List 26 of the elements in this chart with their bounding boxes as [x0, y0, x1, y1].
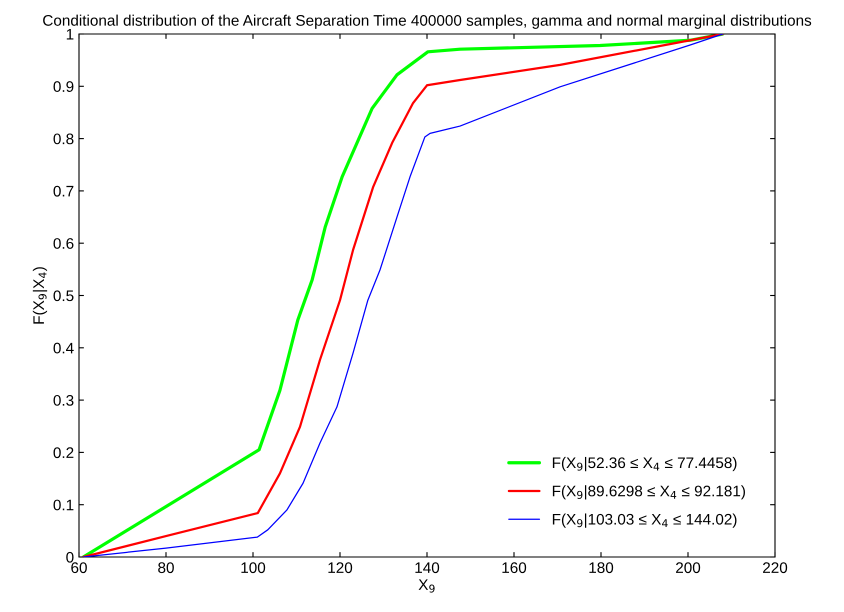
y-tick-label: 0.1 [54, 500, 74, 510]
y-tick-label: 0.8 [54, 133, 74, 144]
x-tick-label: 80 [158, 562, 174, 574]
y-tick-label: 1 [66, 29, 74, 40]
x-tick-label: 140 [415, 562, 440, 574]
chart-title: Conditional distribution of the Aircraft Separation Time 400000 samples, gamma and normal marginal distributions [43, 14, 812, 29]
x-tick-label: 100 [241, 562, 266, 574]
y-axis-title: F(X$_{9}$|X$_{4}$) [32, 267, 48, 324]
x-tick-label: 180 [589, 562, 614, 574]
legend-label: F(X$_{9}$|89.6298 ≤ X$_{4}$ ≤ 92.181) [552, 485, 745, 500]
y-tick-label: 0.4 [54, 342, 74, 354]
x-tick-label: 220 [763, 562, 788, 574]
y-tick-label: 0.7 [54, 186, 74, 197]
x-tick-label: 60 [71, 562, 87, 574]
y-tick-label: 0.9 [54, 81, 74, 92]
x-tick-label: 160 [502, 562, 526, 574]
legend-label: F(X$_{9}$|52.36 ≤ X$_{4}$ ≤ 77.4458) [552, 456, 736, 472]
y-tick-label: 0 [66, 552, 74, 563]
y-tick-label: 0.5 [54, 290, 74, 302]
y-tick-label: 0.2 [54, 447, 74, 458]
x-tick-label: 120 [328, 562, 352, 574]
x-tick-label: 200 [676, 562, 700, 574]
y-tick-label: 0.3 [54, 394, 74, 406]
y-tick-label: 0.6 [54, 238, 74, 249]
legend-label: F(X$_{9}$|103.03 ≤ X$_{4}$ ≤ 144.02) [552, 513, 736, 528]
x-axis-title: X$_{9}$ [418, 579, 435, 593]
